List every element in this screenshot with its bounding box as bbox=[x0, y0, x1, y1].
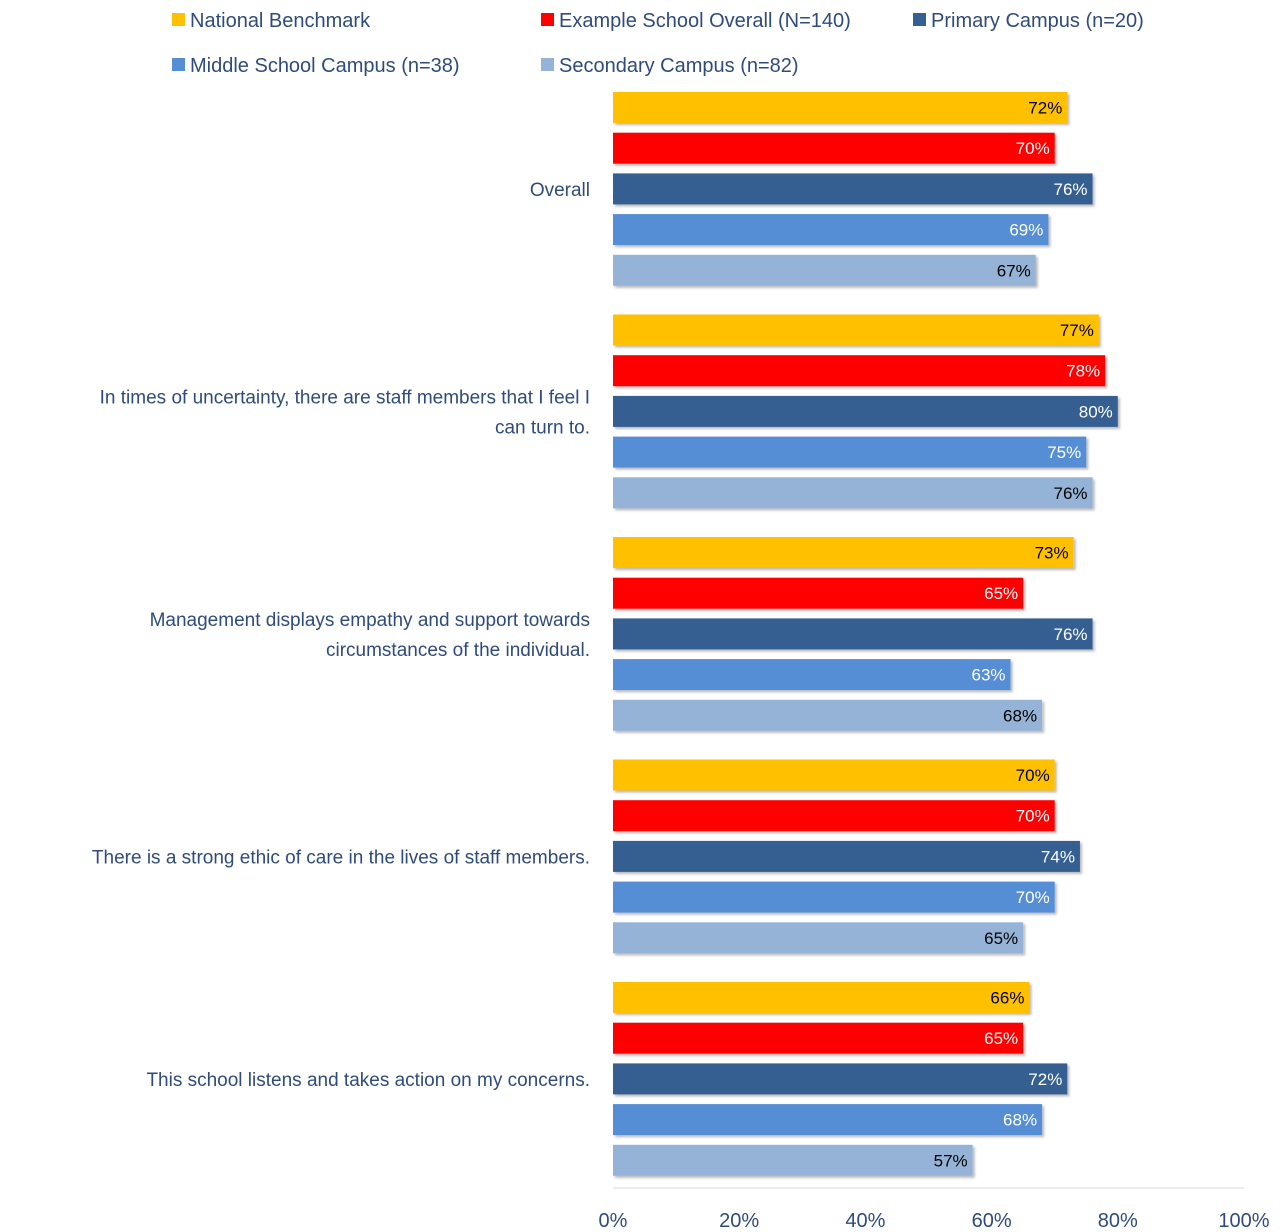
bar bbox=[613, 254, 1036, 286]
legend-swatch bbox=[172, 13, 185, 26]
legend-label: Example School Overall (N=140) bbox=[559, 10, 851, 32]
x-tick-label: 40% bbox=[845, 1210, 885, 1232]
bar-value-label: 67% bbox=[997, 261, 1031, 280]
bar-value-label: 70% bbox=[1016, 766, 1050, 785]
x-tick-label: 100% bbox=[1218, 1210, 1269, 1232]
bar bbox=[613, 577, 1024, 609]
legend-label: Secondary Campus (n=82) bbox=[559, 55, 799, 77]
bar bbox=[613, 477, 1093, 509]
category-label-line: can turn to. bbox=[495, 417, 590, 438]
bar-value-label: 78% bbox=[1066, 362, 1100, 381]
bar-value-label: 77% bbox=[1060, 321, 1094, 340]
bar bbox=[613, 537, 1074, 568]
legend: National Benchmark Example School Overall… bbox=[172, 10, 1144, 77]
bar-value-label: 74% bbox=[1041, 847, 1075, 866]
category-label: Management displays empathy and support … bbox=[150, 610, 590, 661]
bar-value-label: 68% bbox=[1003, 706, 1037, 725]
bar-value-label: 69% bbox=[1009, 221, 1043, 240]
bar-value-label: 57% bbox=[934, 1151, 968, 1170]
bar-value-label: 72% bbox=[1028, 1070, 1062, 1089]
bar bbox=[613, 800, 1055, 832]
category-label: This school listens and takes action on … bbox=[146, 1070, 590, 1091]
category-label: In times of uncertainty, there are staff… bbox=[100, 387, 590, 438]
bar bbox=[613, 699, 1043, 731]
x-tick-label: 80% bbox=[1098, 1210, 1138, 1232]
bar-value-label: 66% bbox=[990, 989, 1024, 1008]
bar-value-label: 65% bbox=[984, 1029, 1018, 1048]
bar bbox=[613, 922, 1024, 954]
bar bbox=[613, 840, 1080, 872]
bar-value-label: 68% bbox=[1003, 1111, 1037, 1130]
bar-value-label: 72% bbox=[1028, 99, 1062, 118]
x-tick-label: 60% bbox=[972, 1210, 1012, 1232]
category-label-line: This school listens and takes action on … bbox=[146, 1070, 590, 1091]
legend-swatch bbox=[541, 13, 554, 26]
legend-item: Secondary Campus (n=82) bbox=[541, 55, 799, 77]
bar bbox=[613, 982, 1030, 1013]
legend-label: National Benchmark bbox=[190, 10, 371, 32]
bar bbox=[613, 1022, 1024, 1054]
legend-swatch bbox=[913, 13, 926, 26]
bar-value-label: 70% bbox=[1016, 888, 1050, 907]
bar-value-label: 76% bbox=[1054, 180, 1088, 199]
legend-swatch bbox=[172, 58, 185, 71]
x-tick-label: 20% bbox=[719, 1210, 759, 1232]
bar-value-label: 75% bbox=[1047, 443, 1081, 462]
bar bbox=[613, 1104, 1043, 1136]
bar bbox=[613, 355, 1106, 387]
category-label-line: There is a strong ethic of care in the l… bbox=[92, 847, 590, 868]
legend-item: Middle School Campus (n=38) bbox=[172, 55, 460, 77]
legend-item: Example School Overall (N=140) bbox=[541, 10, 851, 32]
bars: 72% 70% 76% 69% 67% 77% 78% 80% 75% 76% 73% 65% 76% 6… bbox=[613, 92, 1118, 1176]
legend-label: Primary Campus (n=20) bbox=[931, 10, 1144, 32]
bar-value-label: 73% bbox=[1035, 544, 1069, 563]
bar bbox=[613, 214, 1049, 246]
legend-swatch bbox=[541, 58, 554, 71]
category-label: There is a strong ethic of care in the l… bbox=[92, 847, 590, 868]
bar bbox=[613, 659, 1011, 691]
bar-value-label: 65% bbox=[984, 584, 1018, 603]
bar bbox=[613, 132, 1055, 164]
bar bbox=[613, 881, 1055, 913]
bar bbox=[613, 173, 1093, 205]
bar-value-label: 80% bbox=[1079, 402, 1113, 421]
bar bbox=[613, 1063, 1068, 1095]
category-label-line: circumstances of the individual. bbox=[326, 640, 590, 661]
bar bbox=[613, 618, 1093, 650]
bar bbox=[613, 759, 1055, 791]
bar bbox=[613, 395, 1118, 427]
bar-value-label: 65% bbox=[984, 929, 1018, 948]
x-axis: 0% 20% 40% 60% 80% 100% bbox=[599, 1187, 1270, 1232]
bar-value-label: 70% bbox=[1016, 807, 1050, 826]
category-label-line: In times of uncertainty, there are staff… bbox=[100, 387, 590, 408]
legend-item: Primary Campus (n=20) bbox=[913, 10, 1144, 32]
bar bbox=[613, 1144, 973, 1176]
bar bbox=[613, 92, 1068, 123]
x-tick-label: 0% bbox=[599, 1210, 628, 1232]
category-label: Overall bbox=[530, 180, 590, 201]
bar-value-label: 70% bbox=[1016, 139, 1050, 158]
category-label-line: Management displays empathy and support … bbox=[150, 610, 590, 631]
legend-label: Middle School Campus (n=38) bbox=[190, 55, 460, 77]
bar-value-label: 76% bbox=[1054, 484, 1088, 503]
bar bbox=[613, 314, 1099, 346]
bar bbox=[613, 436, 1087, 468]
bar-value-label: 76% bbox=[1054, 625, 1088, 644]
bar-value-label: 63% bbox=[971, 666, 1005, 685]
category-label-line: Overall bbox=[530, 180, 590, 201]
category-labels: Overall In times of uncertainty, there ar… bbox=[92, 180, 590, 1091]
legend-item: National Benchmark bbox=[172, 10, 371, 32]
